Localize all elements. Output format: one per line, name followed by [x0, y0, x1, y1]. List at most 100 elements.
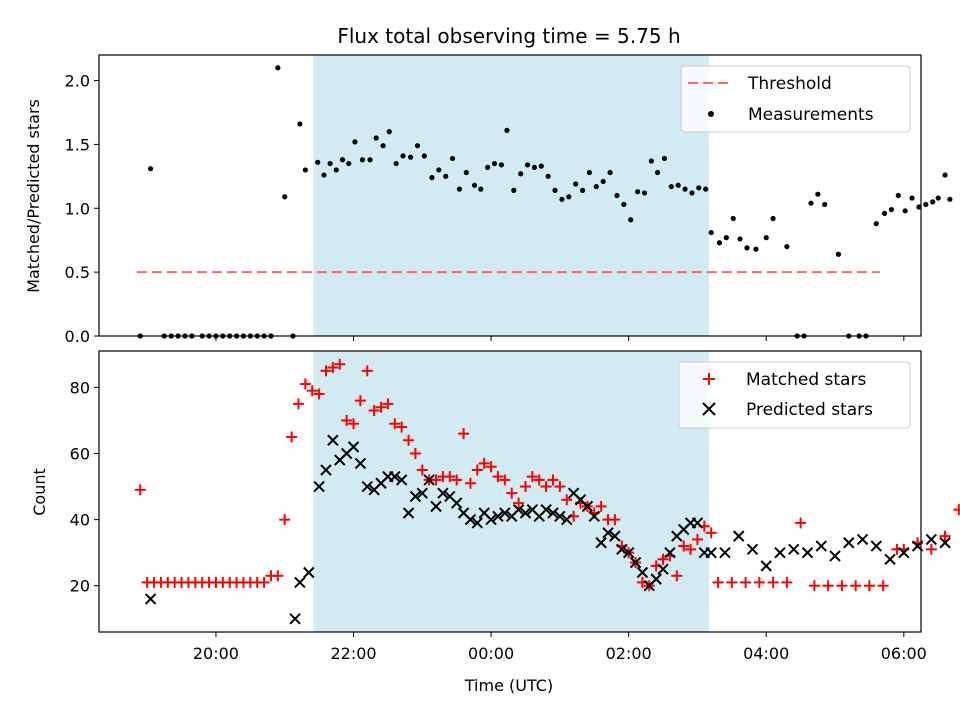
matched-point: [286, 431, 298, 443]
predicted-point: [144, 593, 157, 605]
y-tick-label: 40: [70, 511, 90, 530]
matched-point: [313, 388, 325, 400]
measurement-point: [408, 154, 414, 160]
matched-point: [939, 530, 951, 542]
measurement-point: [302, 167, 308, 173]
matched-point: [471, 464, 483, 476]
count-y-axis-label: Count: [30, 468, 49, 516]
y-tick-label: 20: [70, 577, 90, 596]
matched-point: [506, 487, 518, 499]
predicted-point: [705, 546, 717, 559]
measurement-point: [471, 182, 478, 188]
measurement-point: [634, 189, 641, 195]
matched-point: [609, 514, 621, 526]
measurement-point: [449, 155, 456, 162]
predicted-point: [471, 517, 484, 529]
matched-point: [458, 428, 470, 440]
matched-point: [451, 474, 463, 486]
measurement-point: [586, 169, 593, 176]
matched-point: [258, 576, 270, 588]
predicted-point: [347, 441, 360, 453]
legend-matched-label: Matched stars: [746, 370, 866, 390]
predicted-point: [609, 530, 621, 542]
matched-point: [753, 576, 765, 588]
measurement-point: [628, 217, 634, 223]
y-tick-label: 80: [70, 378, 90, 397]
matched-point: [134, 484, 146, 496]
measurement-point: [443, 173, 449, 179]
matched-point: [361, 365, 373, 377]
ratio-y-axis-label: Matched/Predicted stars: [24, 99, 43, 293]
measurement-point: [614, 192, 620, 199]
predicted-point: [664, 546, 676, 559]
predicted-point: [512, 503, 525, 516]
measurement-point: [703, 186, 709, 192]
predicted-point: [416, 487, 429, 499]
measurement-point: [730, 215, 736, 222]
measurement-point: [478, 186, 484, 192]
predicted-point: [395, 474, 408, 486]
matched-point: [781, 576, 793, 588]
predicted-point: [423, 474, 435, 486]
legend-matched-swatch: [703, 373, 715, 385]
predicted-point: [939, 537, 951, 549]
predicted-point: [561, 513, 573, 526]
matched-point: [299, 378, 311, 390]
matched-point: [327, 362, 339, 374]
count-panel-frame: [98, 350, 922, 633]
measurement-point: [531, 164, 538, 170]
predicted-point: [409, 490, 422, 503]
measurement-point: [873, 221, 879, 227]
measurement-point: [607, 169, 613, 176]
matched-point: [354, 395, 366, 407]
matched-point: [547, 474, 559, 486]
matched-point: [863, 580, 875, 592]
measurement-point: [579, 187, 586, 193]
predicted-point: [650, 573, 662, 585]
chart-title: Flux total observing time = 5.75 h: [337, 24, 680, 48]
measurement-point: [682, 186, 688, 192]
matched-point: [320, 365, 332, 377]
y-tick-label: 2.0: [65, 72, 90, 91]
measurement-point: [641, 190, 648, 196]
predicted-point: [289, 613, 301, 625]
y-tick-label: 0.0: [65, 327, 90, 346]
predicted-point: [595, 537, 607, 549]
count-x-ticks: 20:00 22:00 00:00 02:00 04:00 06:00: [193, 632, 927, 663]
matched-point: [850, 580, 862, 592]
measurement-point: [315, 159, 321, 165]
matched-point: [836, 580, 848, 592]
ratio-panel-shade: [313, 55, 709, 336]
ratio-x-ticks: [215, 336, 905, 341]
y-tick-label: 1.5: [65, 135, 90, 154]
measurement-point: [947, 196, 953, 202]
matched-point: [334, 358, 346, 370]
predicted-point: [733, 530, 745, 542]
measurement-point: [895, 192, 901, 199]
measurement-point: [400, 153, 406, 159]
predicted-point: [540, 503, 552, 516]
matched-point: [767, 576, 779, 588]
measurement-point: [808, 200, 814, 206]
measurement-point: [822, 201, 828, 208]
matched-point: [416, 464, 428, 476]
measurement-point: [593, 183, 599, 190]
measurement-point: [923, 201, 929, 208]
predicted-point: [898, 546, 910, 559]
ratio-y-ticks: 0.0 0.5 1.0 1.5 2.0: [65, 72, 99, 346]
matched-point: [657, 553, 669, 565]
measurement-point: [723, 235, 729, 241]
measurement-point: [689, 190, 695, 196]
count-y-ticks: 20 40 60 80: [70, 378, 99, 596]
measurement-point: [654, 169, 661, 176]
measurement-point: [559, 196, 565, 202]
predicted-point: [437, 487, 449, 499]
measurement-point: [648, 158, 654, 164]
predicted-point: [547, 507, 559, 519]
predicted-point: [856, 533, 869, 546]
measurement-point: [463, 169, 469, 176]
measurement-point: [518, 171, 524, 177]
matched-point: [808, 580, 820, 592]
